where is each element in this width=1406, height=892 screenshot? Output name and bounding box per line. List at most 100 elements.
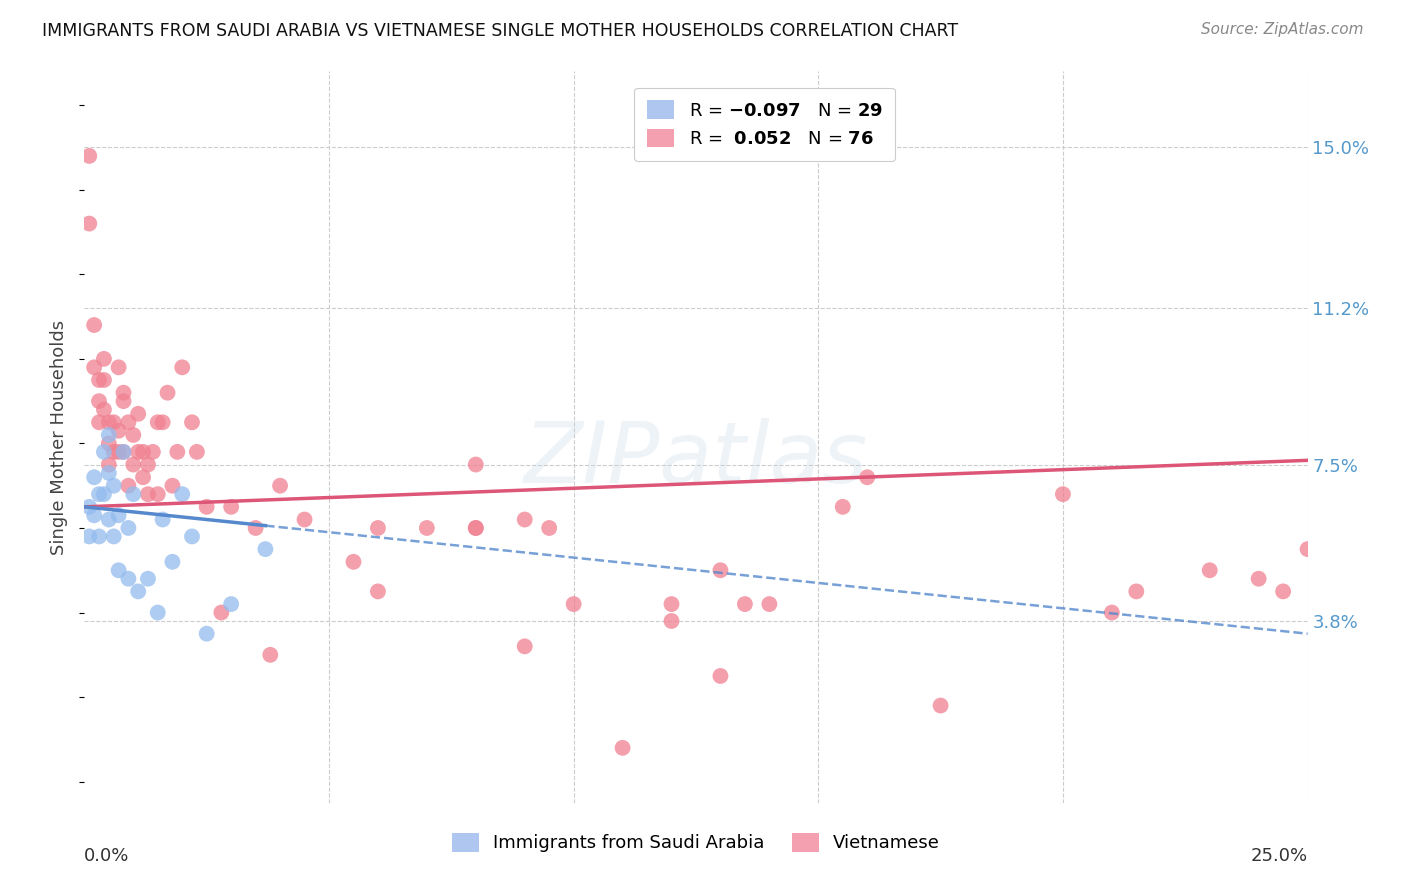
Point xyxy=(103,529,125,543)
Point xyxy=(562,597,585,611)
Point xyxy=(136,458,159,472)
Point xyxy=(97,512,120,526)
Point xyxy=(367,521,389,535)
Point xyxy=(122,458,145,472)
Point xyxy=(162,555,184,569)
Text: IMMIGRANTS FROM SAUDI ARABIA VS VIETNAMESE SINGLE MOTHER HOUSEHOLDS CORRELATION : IMMIGRANTS FROM SAUDI ARABIA VS VIETNAME… xyxy=(42,22,959,40)
Point xyxy=(181,415,204,429)
Point xyxy=(856,470,879,484)
Point xyxy=(136,487,159,501)
Point xyxy=(83,470,105,484)
Point xyxy=(77,529,100,543)
Text: 0.0%: 0.0% xyxy=(84,847,129,864)
Point xyxy=(254,542,277,557)
Point xyxy=(181,529,204,543)
Point xyxy=(87,529,110,543)
Point xyxy=(294,512,316,526)
Point xyxy=(127,445,149,459)
Text: 25.0%: 25.0% xyxy=(1250,847,1308,864)
Point xyxy=(142,445,165,459)
Point xyxy=(709,669,731,683)
Point xyxy=(186,445,208,459)
Point xyxy=(83,318,105,332)
Point xyxy=(83,508,105,523)
Point xyxy=(93,373,115,387)
Point xyxy=(103,415,125,429)
Point xyxy=(107,424,129,438)
Point xyxy=(219,500,242,514)
Point xyxy=(83,360,105,375)
Point xyxy=(152,415,174,429)
Point xyxy=(112,445,135,459)
Point xyxy=(209,606,232,620)
Point xyxy=(1247,572,1270,586)
Point xyxy=(219,597,242,611)
Point xyxy=(97,466,120,480)
Point xyxy=(709,563,731,577)
Point xyxy=(661,614,683,628)
Point xyxy=(367,584,389,599)
Point xyxy=(112,394,135,409)
Point xyxy=(87,487,110,501)
Point xyxy=(734,597,756,611)
Point xyxy=(269,479,291,493)
Point xyxy=(538,521,561,535)
Point xyxy=(77,217,100,231)
Point xyxy=(77,500,100,514)
Point xyxy=(97,415,120,429)
Point xyxy=(1125,584,1147,599)
Point xyxy=(107,360,129,375)
Point xyxy=(172,487,194,501)
Point xyxy=(117,521,139,535)
Point xyxy=(146,487,169,501)
Point xyxy=(146,606,169,620)
Point xyxy=(103,479,125,493)
Point xyxy=(152,512,174,526)
Point xyxy=(1101,606,1123,620)
Point xyxy=(245,521,267,535)
Point xyxy=(77,149,100,163)
Point xyxy=(416,521,439,535)
Point xyxy=(758,597,780,611)
Point xyxy=(87,394,110,409)
Point xyxy=(127,584,149,599)
Point xyxy=(929,698,952,713)
Point xyxy=(117,415,139,429)
Point xyxy=(513,640,536,654)
Point xyxy=(107,508,129,523)
Point xyxy=(107,563,129,577)
Point xyxy=(513,512,536,526)
Point xyxy=(464,458,486,472)
Point xyxy=(93,487,115,501)
Point xyxy=(97,458,120,472)
Text: ZIPatlas: ZIPatlas xyxy=(524,417,868,500)
Point xyxy=(1198,563,1220,577)
Point xyxy=(1296,542,1319,557)
Point xyxy=(112,445,135,459)
Point xyxy=(122,428,145,442)
Point xyxy=(166,445,188,459)
Point xyxy=(112,385,135,400)
Point xyxy=(195,500,218,514)
Point xyxy=(122,487,145,501)
Point xyxy=(127,407,149,421)
Point xyxy=(172,360,194,375)
Text: Source: ZipAtlas.com: Source: ZipAtlas.com xyxy=(1201,22,1364,37)
Point xyxy=(156,385,179,400)
Point xyxy=(259,648,281,662)
Point xyxy=(97,436,120,450)
Point xyxy=(117,479,139,493)
Point xyxy=(87,415,110,429)
Point xyxy=(464,521,486,535)
Point xyxy=(103,445,125,459)
Point xyxy=(464,521,486,535)
Point xyxy=(162,479,184,493)
Legend: Immigrants from Saudi Arabia, Vietnamese: Immigrants from Saudi Arabia, Vietnamese xyxy=(444,826,948,860)
Point xyxy=(117,572,139,586)
Point xyxy=(132,470,155,484)
Y-axis label: Single Mother Households: Single Mother Households xyxy=(51,319,69,555)
Point xyxy=(132,445,155,459)
Point xyxy=(1272,584,1295,599)
Point xyxy=(107,445,129,459)
Point xyxy=(1052,487,1074,501)
